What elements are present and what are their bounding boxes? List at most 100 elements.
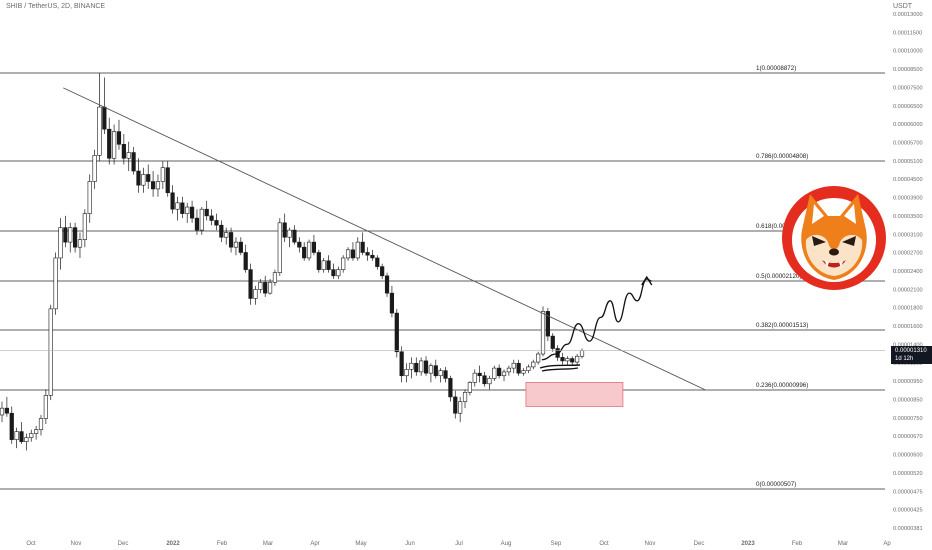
price-tick-label: 0.00003900	[893, 196, 923, 202]
candle	[53, 252, 58, 315]
candle-body	[531, 361, 536, 368]
time-tick-label: Jun	[405, 541, 415, 547]
price-tick-label: 0.00006000	[893, 122, 923, 128]
candle-body	[170, 192, 175, 210]
price-axis[interactable]: 0.00013000 0.00011500 0.00010000 0.00008500…	[893, 12, 923, 532]
candle-body	[540, 311, 546, 355]
candle-body	[506, 367, 511, 373]
candle-body	[472, 372, 477, 383]
candle-body	[24, 437, 29, 443]
candle	[511, 359, 516, 374]
price-tick-label: 0.00000475	[893, 489, 923, 495]
candle	[453, 390, 458, 419]
candle	[501, 369, 507, 382]
candle-body	[321, 260, 326, 270]
candle	[341, 255, 346, 273]
candle	[545, 308, 550, 342]
candle-body	[414, 362, 419, 373]
candle-body	[258, 282, 263, 290]
candle-body	[97, 106, 102, 156]
candle	[326, 255, 331, 273]
candle-body	[107, 128, 112, 159]
candle	[180, 196, 185, 219]
candle-body	[526, 366, 531, 371]
candle-body	[141, 174, 146, 186]
candle-body	[467, 382, 472, 393]
candle-body	[126, 152, 131, 159]
candle	[433, 359, 438, 379]
candle-body	[292, 229, 297, 243]
candle	[155, 174, 161, 197]
candle	[438, 368, 443, 383]
candle	[409, 357, 414, 379]
pair: TetherUS	[28, 3, 58, 10]
title-sep: ,	[70, 3, 74, 10]
candle-body	[336, 269, 341, 277]
candle	[224, 227, 229, 245]
candle-countdown: 1d 12h	[895, 356, 914, 362]
candle	[219, 220, 224, 243]
candle	[228, 227, 234, 253]
candle	[160, 161, 165, 189]
candle	[521, 368, 526, 376]
candle-body	[277, 222, 282, 273]
price-tick-label: 0.00002100	[893, 287, 923, 293]
candle-body	[326, 260, 331, 270]
candle	[170, 185, 175, 214]
candle	[68, 222, 73, 253]
fib-label: 1(0.00008872)	[756, 65, 796, 72]
title-sep: ,	[57, 3, 62, 10]
candle	[365, 247, 370, 261]
candle	[492, 365, 497, 382]
price-tick-label: 0.00010000	[893, 49, 923, 55]
time-tick-label: 2023	[741, 541, 755, 547]
price-tick-label: 0.00005100	[893, 159, 923, 165]
candle	[443, 366, 448, 383]
candle	[462, 389, 468, 409]
candle	[43, 389, 48, 424]
candle	[58, 218, 63, 270]
chart-title: SHIB / TetherUS, 2D, BINANCE	[6, 3, 105, 10]
time-tick-label: Mar	[263, 541, 273, 547]
candle	[29, 429, 34, 442]
candle	[175, 196, 180, 221]
candle-body	[53, 257, 58, 310]
candle-body	[453, 396, 458, 414]
candle	[399, 346, 404, 383]
candle-body	[116, 131, 122, 145]
candle	[92, 149, 97, 189]
time-tick-label: Jul	[455, 541, 463, 547]
time-tick-label: Aug	[501, 541, 512, 547]
candle-body	[82, 213, 87, 240]
candle	[540, 306, 546, 357]
candle-body	[112, 131, 117, 159]
candle-body	[102, 106, 107, 130]
price-tick-label: 0.00000670	[893, 434, 923, 440]
candle-body	[224, 232, 229, 238]
candle-body	[272, 272, 278, 283]
trendline-layer	[63, 87, 706, 391]
candle	[277, 218, 282, 276]
candle	[516, 359, 521, 376]
candle-body	[399, 351, 404, 377]
candle-body	[565, 358, 570, 362]
candle-body	[233, 241, 239, 248]
candle-body	[136, 170, 141, 186]
candle-body	[238, 241, 243, 253]
time-axis[interactable]: Oct Nov Dec 2022 Feb Mar Apr May Jun Jul Aug Sep Oct…	[26, 541, 891, 547]
candle-body	[14, 431, 19, 440]
time-tick-label: Mar	[838, 541, 848, 547]
candle-body	[316, 252, 321, 270]
candle-body	[501, 371, 507, 377]
dog-ear-right	[844, 204, 856, 224]
candle	[428, 363, 434, 383]
candle	[248, 263, 253, 305]
price-tick-label: 0.00002700	[893, 251, 923, 257]
price-tick-label: 0.00000425	[893, 508, 923, 514]
candle-body	[131, 152, 136, 172]
projection-arrowhead	[641, 275, 653, 286]
candle	[214, 213, 219, 231]
fib-label: 0(0.00000507)	[756, 481, 796, 488]
candle-body	[375, 257, 380, 267]
